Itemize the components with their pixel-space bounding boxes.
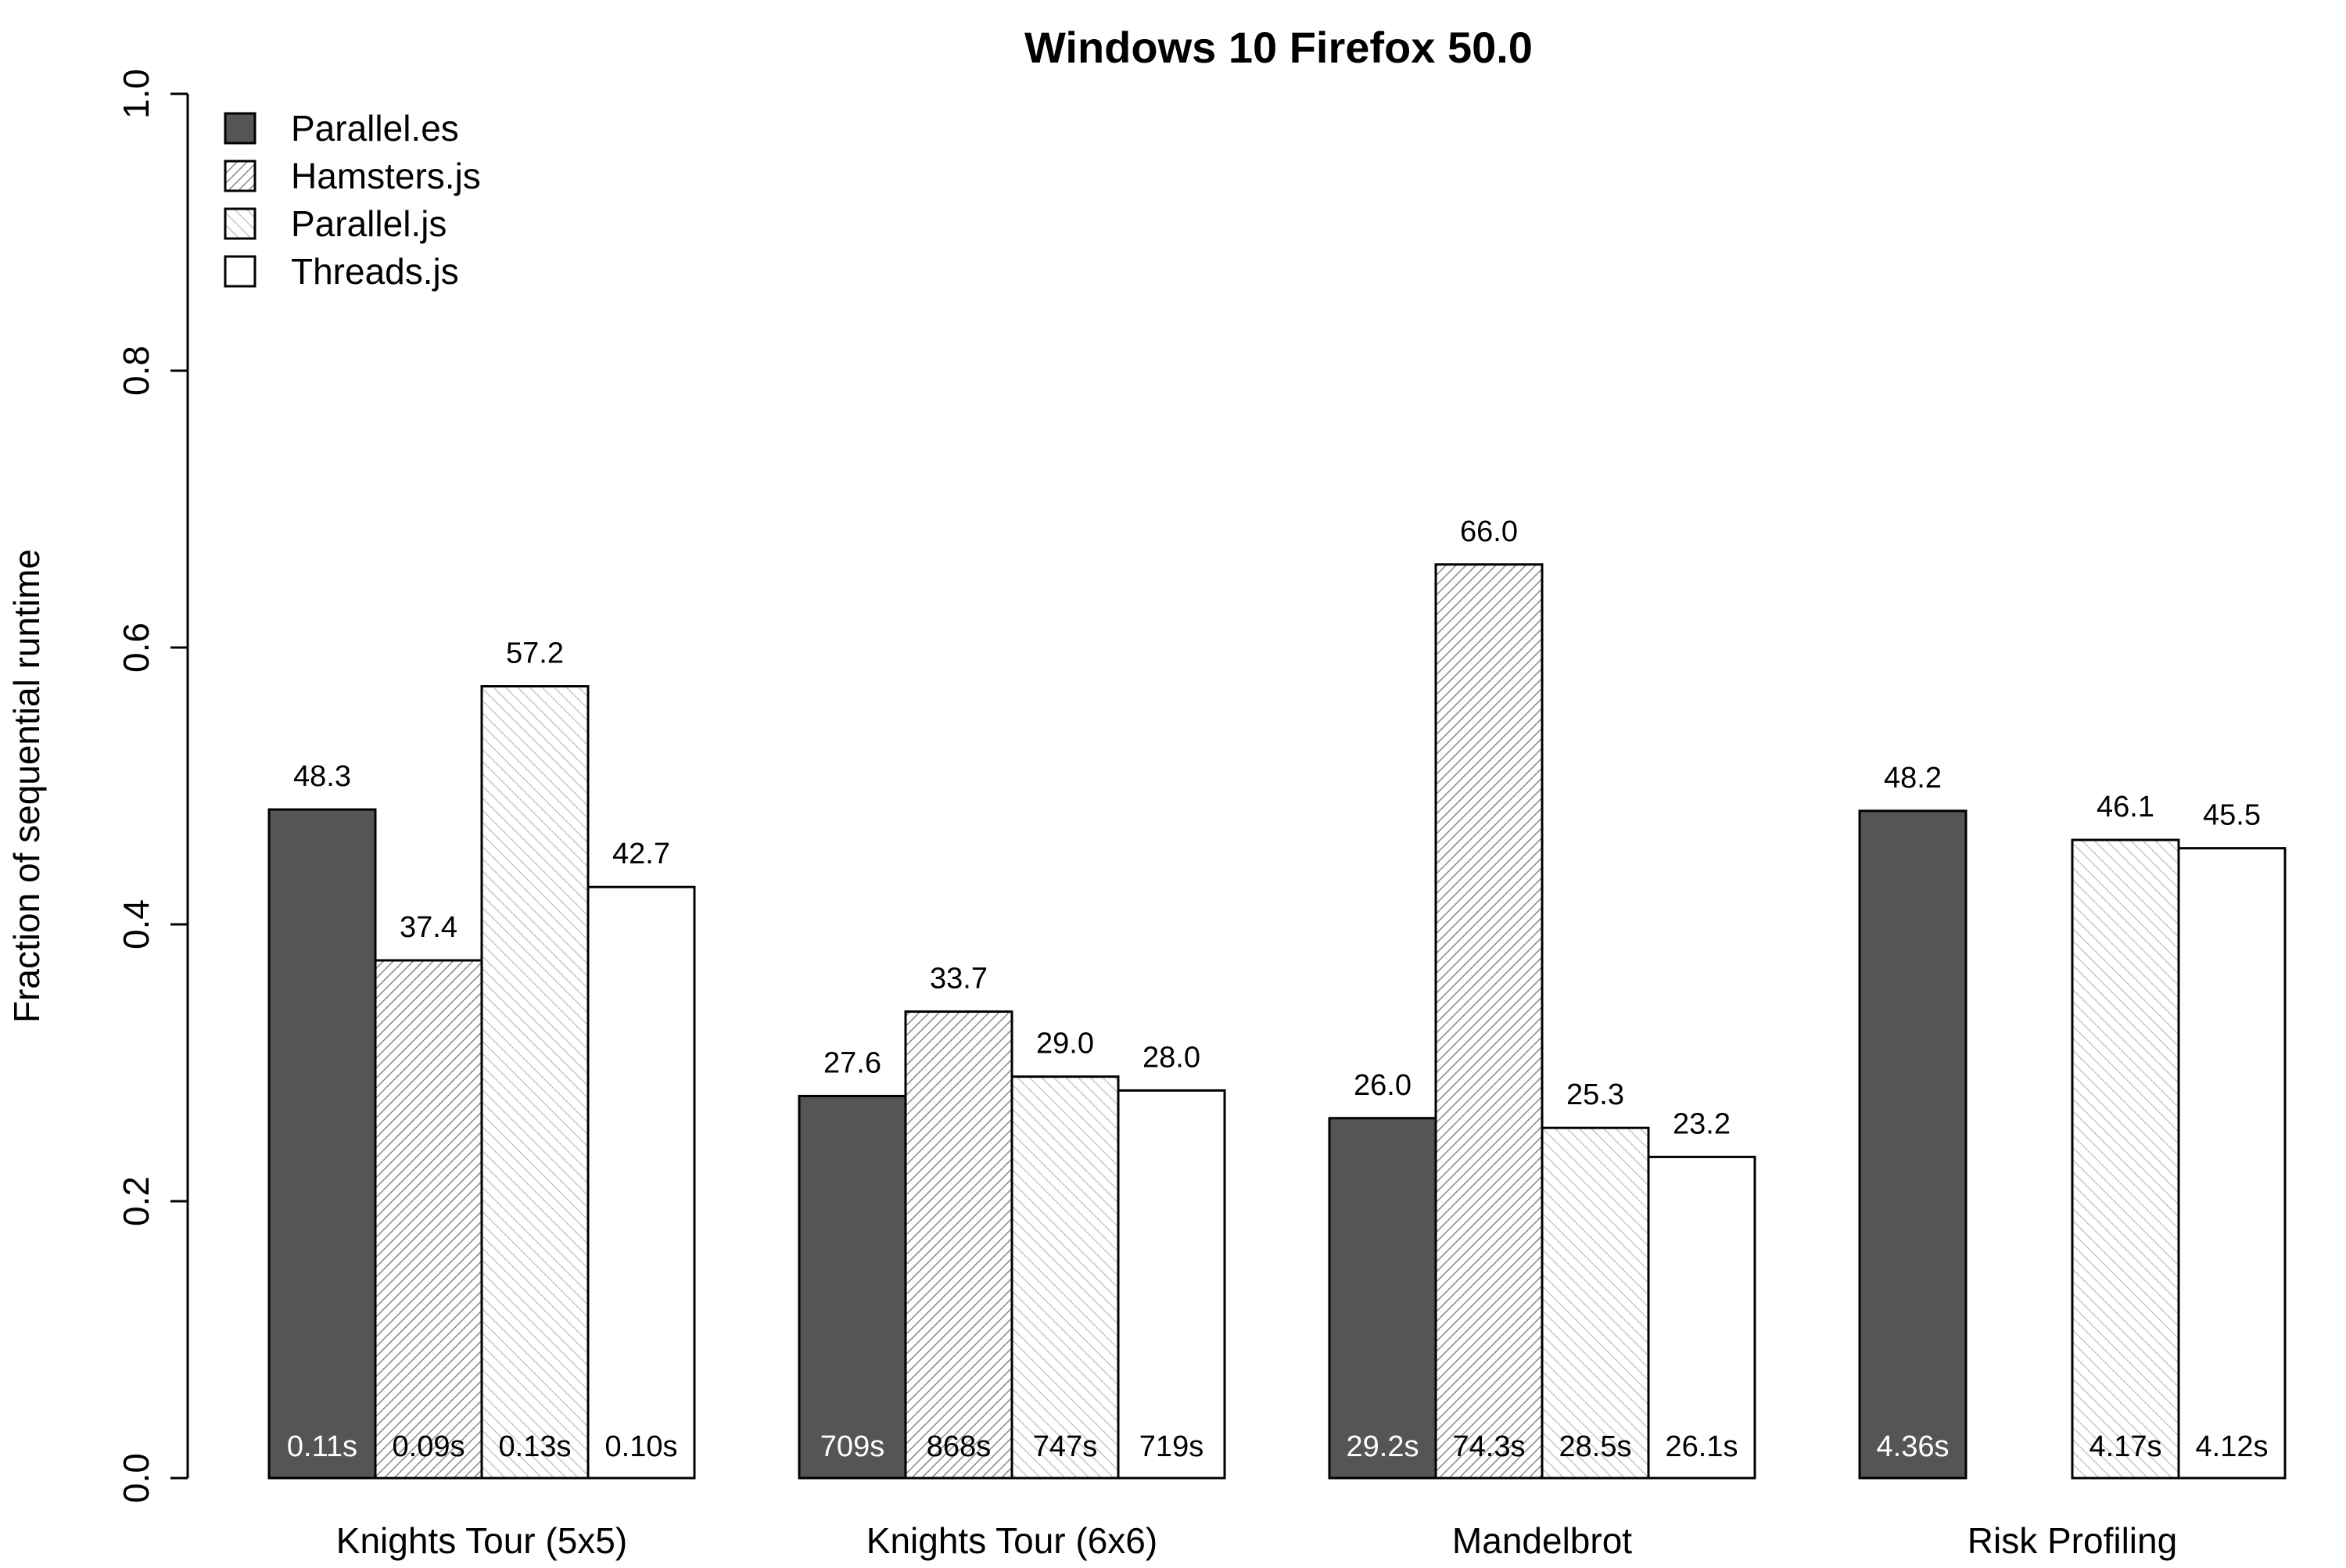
bar	[904, 1010, 1013, 1480]
bar-time-label: 4.17s	[2090, 1430, 2162, 1463]
bar-time-label: 0.10s	[605, 1430, 678, 1463]
y-axis-label: Fraction of sequential runtime	[6, 549, 47, 1023]
bar	[374, 959, 483, 1480]
y-tick-label: 0.4	[116, 899, 156, 949]
bars-group	[267, 563, 2287, 1480]
bar-value-label: 57.2	[506, 637, 564, 670]
bar	[1541, 1126, 1650, 1480]
bar-value-label: 29.0	[1036, 1028, 1094, 1060]
y-tick-label: 0.2	[116, 1176, 156, 1226]
bar-value-label: 42.7	[612, 838, 670, 870]
bar-time-label: 29.2s	[1347, 1430, 1419, 1463]
bar-time-label: 868s	[927, 1430, 991, 1463]
y-tick-label: 0.0	[116, 1453, 156, 1503]
legend-swatch	[224, 160, 256, 192]
bar-value-label: 28.0	[1143, 1041, 1200, 1074]
bar	[1858, 809, 1968, 1480]
bar	[1117, 1089, 1226, 1480]
category-label: Mandelbrot	[1452, 1520, 1632, 1561]
bar-time-label: 0.13s	[499, 1430, 572, 1463]
bar-time-label: 74.3s	[1453, 1430, 1526, 1463]
bar-value-label: 48.2	[1884, 762, 1942, 795]
bar-value-label: 45.5	[2203, 799, 2261, 832]
bar	[1010, 1075, 1120, 1480]
category-label: Knights Tour (6x6)	[866, 1520, 1157, 1561]
bar-time-label: 4.36s	[1877, 1430, 1950, 1463]
bar-value-label: 37.4	[400, 911, 457, 944]
bar	[1328, 1117, 1437, 1480]
legend-label: Parallel.es	[291, 108, 459, 149]
bar	[2177, 847, 2287, 1480]
bar-time-label: 28.5s	[1559, 1430, 1632, 1463]
legend-label: Parallel.js	[291, 203, 447, 244]
bar-value-label: 26.0	[1354, 1069, 1412, 1102]
chart-title: Windows 10 Firefox 50.0	[1024, 23, 1533, 72]
bar	[2071, 838, 2180, 1480]
bar-value-label: 46.1	[2097, 791, 2154, 823]
bar-value-label: 66.0	[1460, 515, 1518, 548]
bar	[480, 685, 590, 1480]
category-labels: Knights Tour (5x5) Knights Tour (6x6) Mand…	[336, 1520, 2177, 1561]
bar-time-label: 747s	[1033, 1430, 1097, 1463]
bar-value-label: 27.6	[823, 1046, 881, 1079]
y-tick-label: 0.8	[116, 346, 156, 396]
labels-group: 48.3 0.11s 37.4 0.09s 57.2 0.13s 42.7 0.10s 27.6…	[287, 515, 2269, 1463]
bar	[798, 1094, 907, 1480]
legend-label: Threads.js	[291, 251, 459, 292]
bar-time-label: 0.09s	[393, 1430, 465, 1463]
category-label: Risk Profiling	[1968, 1520, 2177, 1561]
y-tick-label: 0.6	[116, 623, 156, 673]
bar-time-label: 709s	[820, 1430, 884, 1463]
legend: Parallel.es Hamsters.js Parallel.js Threads…	[224, 108, 481, 292]
bar-time-label: 26.1s	[1666, 1430, 1738, 1463]
legend-swatch	[224, 255, 256, 288]
legend-swatch	[224, 207, 256, 240]
bar-time-label: 719s	[1139, 1430, 1203, 1463]
bar	[586, 885, 696, 1480]
y-axis: 0.0 0.2 0.4 0.6 0.8 1.0	[116, 69, 189, 1503]
bar-value-label: 48.3	[293, 760, 351, 793]
legend-label: Hamsters.js	[291, 156, 481, 196]
bar-time-label: 4.12s	[2196, 1430, 2269, 1463]
bar	[1647, 1155, 1756, 1480]
bar-time-label: 0.11s	[287, 1430, 357, 1463]
bar-value-label: 25.3	[1566, 1078, 1624, 1111]
y-tick-label: 1.0	[116, 69, 156, 119]
bar	[267, 808, 377, 1480]
legend-swatch	[224, 112, 256, 145]
bar	[1434, 563, 1544, 1480]
bar-value-label: 23.2	[1673, 1107, 1731, 1140]
bar-value-label: 33.7	[930, 963, 988, 996]
category-label: Knights Tour (5x5)	[336, 1520, 627, 1561]
